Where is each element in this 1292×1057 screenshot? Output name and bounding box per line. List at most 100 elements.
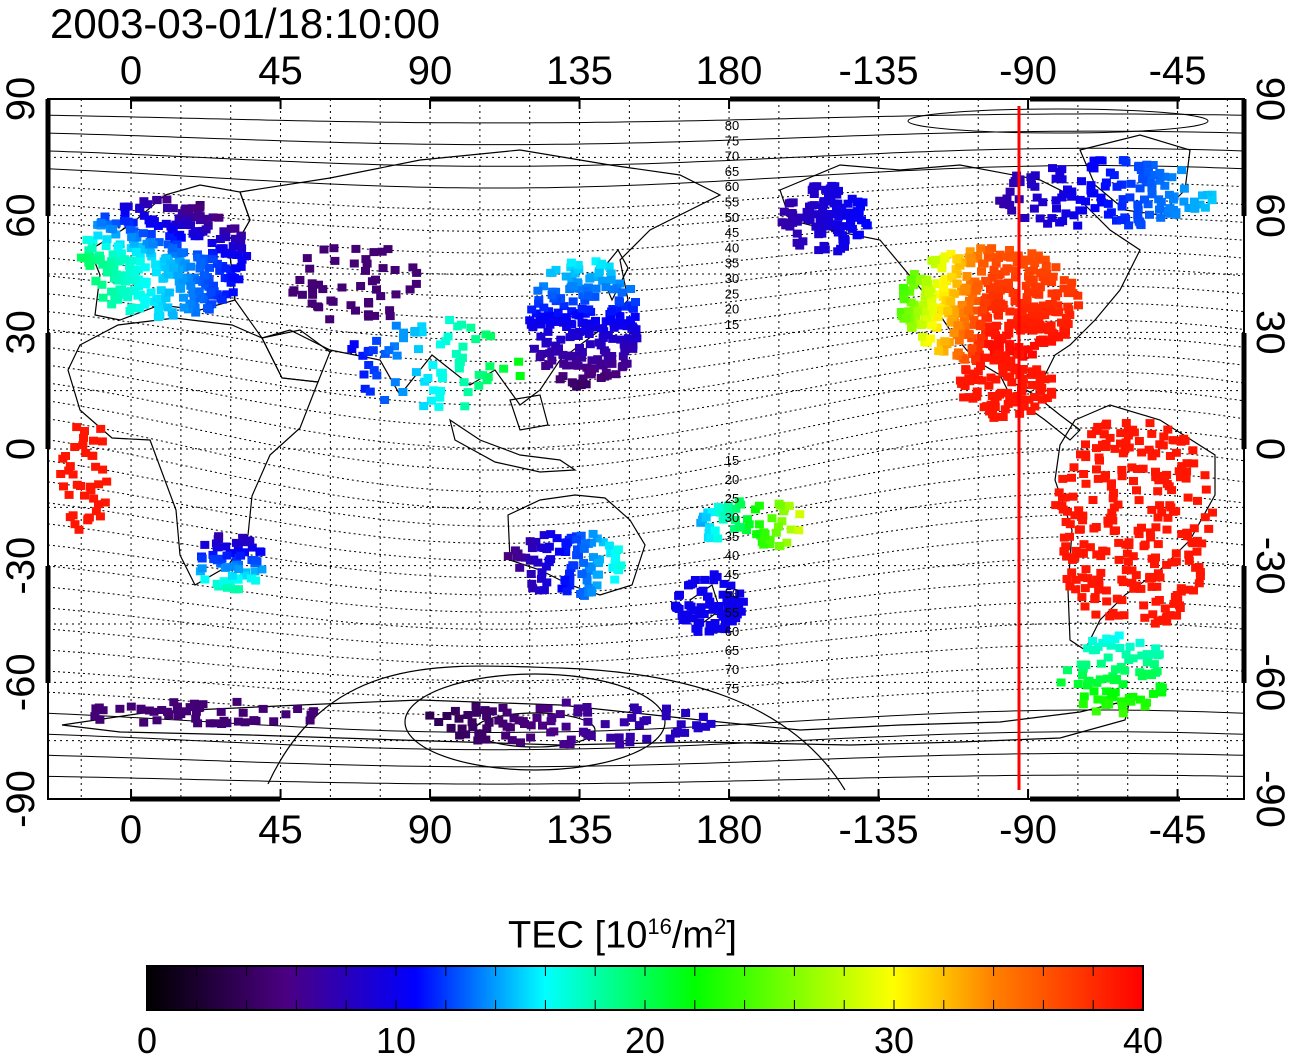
tec-cell-europe (151, 268, 161, 277)
tec-cell-central-asia (337, 283, 347, 292)
tec-cell-europe (135, 257, 145, 266)
tec-cell-east-asia (631, 331, 641, 340)
tec-cell-east-asia (539, 312, 549, 321)
tec-cell-central-america (964, 393, 974, 402)
tec-cell-north-america (915, 277, 925, 285)
tec-cell-europe (221, 233, 231, 242)
tec-cell-alaska (852, 198, 862, 207)
tec-cell-arctic (1066, 190, 1076, 199)
contour-label: 15 (725, 453, 739, 468)
tec-cell-south-america (1065, 582, 1075, 591)
tec-cell-patagonia (1128, 654, 1138, 663)
tec-cell-pacific (759, 535, 769, 544)
tec-cell-alaska (798, 237, 808, 246)
tec-cell-north-america (985, 322, 995, 331)
contour-label: 60 (725, 624, 739, 639)
contour-label: 55 (725, 195, 739, 210)
tec-cell-north-america (939, 283, 948, 292)
tec-cell-north-america (1064, 305, 1074, 314)
tec-cell-south-america (1174, 467, 1184, 476)
tec-cell-alaska (788, 210, 798, 219)
colorbar-title-main: TEC [10 (508, 914, 648, 957)
tec-cell-south-asia (399, 334, 408, 343)
tec-cell-pacific (704, 529, 714, 538)
tec-cell-antarctica (583, 717, 593, 726)
bottom-longitude-label: 180 (696, 808, 763, 852)
tec-cell-north-america (1011, 266, 1020, 275)
tec-cell-central-asia (356, 282, 366, 290)
tec-cell-central-asia (302, 254, 312, 263)
tec-cell-east-asia (546, 268, 556, 277)
tec-cell-north-america (917, 321, 927, 329)
tec-cell-south-america (1172, 611, 1182, 620)
tec-cell-south-asia (392, 351, 402, 360)
tec-cell-europe (226, 265, 236, 274)
tec-cell-patagonia (1126, 697, 1136, 706)
tec-cell-alaska (844, 208, 854, 217)
tec-cell-east-asia (602, 371, 612, 380)
tec-cell-south-asia (360, 384, 370, 393)
tec-cell-alaska (810, 210, 819, 219)
tec-cell-europe (88, 236, 98, 245)
tec-cell-south-asia (483, 373, 493, 381)
tec-cell-south-america (1137, 448, 1147, 457)
contour-line (47, 165, 1245, 189)
tec-cell-australia (592, 534, 602, 543)
tec-cell-central-america (985, 407, 994, 416)
tec-cell-south-asia (455, 358, 465, 366)
contour-line (47, 752, 1245, 768)
tec-cell-europe (105, 220, 115, 229)
tec-cell-south-america (1071, 546, 1081, 555)
tec-cell-east-asia (568, 282, 578, 290)
tec-cell-europe (102, 268, 112, 277)
tec-cell-antarctica (461, 730, 471, 739)
tec-cell-australia (552, 534, 562, 543)
tec-cell-south-america (1132, 581, 1141, 590)
contour-label: 35 (725, 529, 739, 544)
tec-cell-arctic (1077, 177, 1086, 186)
tec-cell-north-america (974, 340, 984, 348)
tec-cell-australia (557, 584, 567, 593)
tec-cell-central-america (1035, 376, 1045, 385)
tec-cell-south-america (1184, 585, 1194, 594)
tec-cell-north-america (926, 334, 935, 343)
left-latitude-label: 60 (0, 193, 43, 238)
tec-cell-australia (598, 538, 608, 547)
colorbar-title-unit: /m (671, 914, 715, 957)
tec-cell-europe (171, 248, 181, 257)
tec-cell-pacific (759, 540, 769, 549)
tec-cell-south-america (1093, 474, 1103, 483)
tec-cell-atlantic (72, 480, 82, 489)
tec-cell-australia (533, 558, 543, 567)
tec-cell-atlantic (86, 486, 96, 495)
tec-cell-east-asia (533, 286, 543, 295)
tec-cell-antarctica (520, 720, 529, 728)
tec-cell-north-america (1024, 288, 1033, 297)
tec-cell-europe (127, 303, 137, 312)
tec-cell-antarctica (173, 711, 183, 720)
tec-cell-central-america (970, 375, 979, 384)
contour-label: 30 (725, 271, 739, 286)
tec-cell-south-asia (423, 374, 433, 382)
tec-cell-north-america (947, 318, 957, 326)
right-latitude-label: 30 (1248, 310, 1292, 355)
tec-cell-australia (566, 533, 576, 542)
tec-cell-south-america (1193, 496, 1202, 505)
tec-cell-south-america (1092, 575, 1102, 584)
tec-cell-central-america (993, 349, 1003, 358)
colorbar-ticks: 0 10 20 30 40 (137, 1020, 1163, 1057)
tec-cell-central-asia (361, 266, 370, 275)
tec-cell-arctic (1138, 175, 1148, 184)
tec-cell-south-africa (221, 542, 231, 551)
tec-cell-central-america (990, 403, 1000, 411)
tec-cell-australia (578, 588, 588, 596)
tec-cell-south-america (1058, 493, 1067, 502)
tec-cell-europe (233, 251, 243, 259)
tec-cell-australia (608, 563, 618, 572)
tec-cell-atlantic (64, 490, 74, 499)
tec-cell-east-asia (567, 378, 577, 387)
tec-cell-south-america (1153, 513, 1163, 522)
tec-cell-south-america (1117, 596, 1127, 605)
tec-cell-south-america (1117, 575, 1127, 584)
tec-cell-north-america (1026, 318, 1036, 327)
